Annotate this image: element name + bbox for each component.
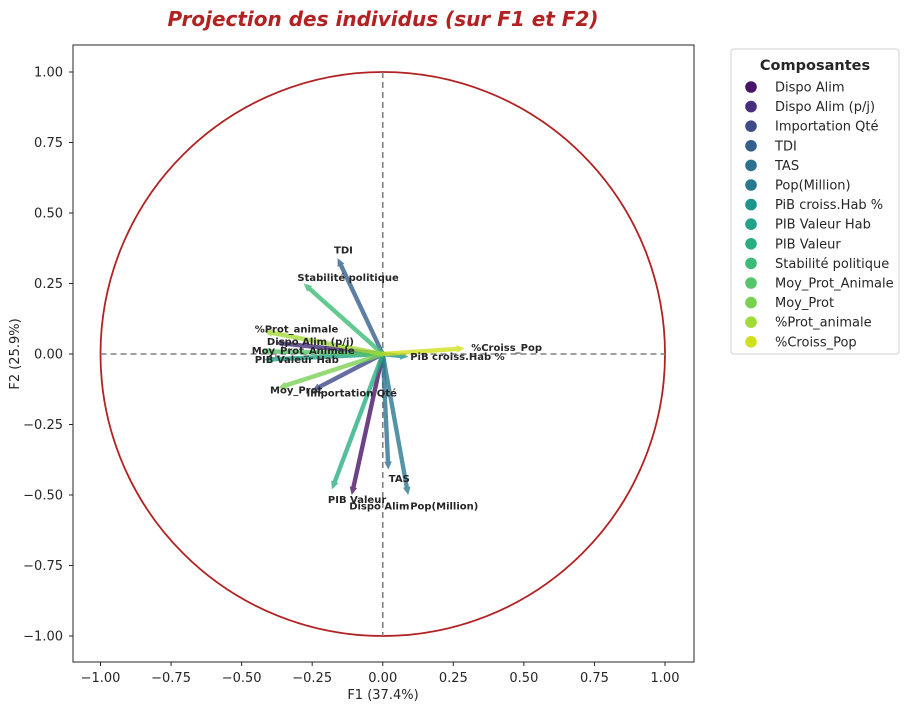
vector-shape [382,345,465,357]
legend-title: Composantes [760,58,870,74]
vector-shape [380,353,411,495]
legend-label-1: Dispo Alim (p/j) [775,100,875,115]
vector-label-0: Dispo Alim [349,501,409,512]
legend-label-11: Moy_Prot [775,296,834,311]
vector-label-1: Dispo Alim (p/j) [267,337,354,348]
y-tick-label: −0.50 [23,489,63,504]
x-tick-label: 0.25 [439,671,468,686]
legend-label-3: TDI [774,139,797,154]
legend-frame [730,48,900,355]
legend-label-9: Stabilité politique [775,257,889,272]
legend-label-12: %Prot_animale [775,316,872,331]
vector-label-2: Importation Qté [307,388,398,400]
vector-label-4: TAS [389,474,410,485]
x-tick-label: −0.50 [222,671,262,686]
vector-arrow-0 [349,353,385,495]
legend-marker-3 [745,140,757,152]
vector-shape [380,353,392,470]
legend-marker-8 [745,238,757,250]
vector-label-13: %Croiss_Pop [471,343,542,354]
legend-label-4: TAS [774,159,799,174]
legend-label-6: PiB croiss.Hab % [775,198,883,213]
vector-label-5: Pop(Million) [410,501,478,512]
y-tick-label: −0.75 [23,559,63,574]
x-tick-label: −1.00 [81,671,121,686]
legend-marker-7 [745,218,757,230]
x-axis-label: F1 (37.4%) [347,688,418,703]
x-tick-label: 0.50 [509,671,538,686]
vector-label-10: Moy_Prot_Animale [252,346,355,357]
chart-title: Projection des individus (sur F1 et F2) [167,7,598,31]
x-tick-label: −0.25 [292,671,332,686]
y-axis-label: F2 (25.9%) [8,318,23,389]
vector-arrow-4 [380,353,392,470]
vector-label-9: Stabilité politique [297,272,399,284]
legend-marker-13 [745,336,757,348]
y-tick-label: 0.25 [34,277,63,292]
vector-shape [303,283,385,356]
vector-shape [264,329,384,357]
x-tick-label: −0.75 [151,671,191,686]
vector-shape [349,353,385,495]
legend-marker-5 [745,179,757,191]
vector-arrow-11 [278,351,384,389]
y-tick-label: 0.75 [34,136,63,151]
vector-arrow-5 [380,353,411,495]
legend-marker-2 [745,120,757,132]
legend-marker-6 [745,198,757,211]
vector-label-11: Moy_Prot [270,386,322,397]
legend-label-13: %Croiss_Pop [775,335,857,350]
vector-arrow-8 [331,353,385,490]
x-tick-label: 0.75 [580,671,609,686]
legend-marker-11 [745,296,757,309]
legend-label-5: Pop(Million) [775,179,851,194]
legend-label-10: Moy_Prot_Animale [775,277,894,292]
legend-label-2: Importation Qté [775,120,878,135]
y-tick-label: −0.25 [23,418,63,433]
y-tick-label: 0.00 [34,348,63,363]
vector-shape [331,353,385,490]
legend-marker-12 [745,316,757,329]
vector-label-6: PiB croiss.Hab % [410,352,505,363]
vector-label-3: TDI [334,245,353,256]
legend-label-8: PIB Valeur [775,237,841,252]
legend-marker-4 [745,159,757,172]
vector-arrow-9 [303,283,385,356]
legend: Composantes Dispo Alim Dispo Alim (p/j) Im… [730,48,900,355]
y-tick-label: −1.00 [23,630,63,645]
y-tick-label: 1.00 [34,66,63,81]
y-tick-label: 0.50 [34,207,63,222]
vector-arrow-13 [382,345,465,357]
vector-arrow-12 [264,329,384,357]
vector-arrow-10 [261,347,383,357]
legend-marker-10 [745,277,757,289]
legend-marker-9 [745,257,757,270]
vector-arrow-3 [337,258,385,355]
x-tick-label: 0.00 [368,671,397,686]
vector-label-7: PIB Valeur Hab [255,355,339,366]
legend-marker-0 [745,81,757,93]
x-tick-label: 1.00 [651,671,680,686]
vector-label-8: PIB Valeur [328,495,386,506]
legend-marker-1 [745,100,757,113]
vector-shape [337,258,385,355]
vector-shape [261,347,383,357]
legend-label-7: PIB Valeur Hab [775,218,871,233]
vector-label-12: %Prot_animale [255,325,339,336]
vector-shape [278,351,384,389]
legend-label-0: Dispo Alim [775,81,845,96]
